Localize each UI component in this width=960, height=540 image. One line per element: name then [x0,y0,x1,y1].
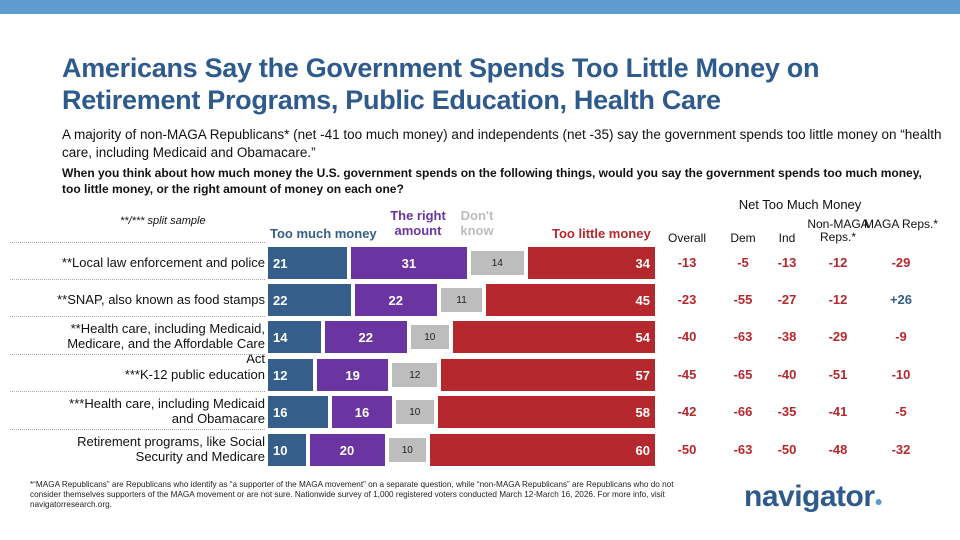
chart-row: **SNAP, also known as food stamps 22 22 11 4… [0,279,960,319]
chart-row: Retirement programs, like Social Securit… [0,429,960,469]
net-value: -27 [777,292,797,307]
net-value: -13 [777,255,797,270]
net-column-header: MAGA Reps.* [863,217,939,231]
net-value: -9 [895,329,907,344]
net-value: -29 [828,329,848,344]
bar-segment-right-amount: 19 [317,359,389,391]
net-column-header: Overall [667,231,706,245]
net-value: -40 [677,329,697,344]
chart-row: **Local law enforcement and police 21 31 14… [0,242,960,282]
net-value: -45 [677,367,697,382]
net-value: -42 [677,404,697,419]
net-value: -41 [828,404,848,419]
bar-segment-dont-know: 12 [392,363,438,387]
net-value: -66 [733,404,753,419]
row-divider [10,279,265,280]
net-value: -40 [777,367,797,382]
net-value: -63 [733,442,753,457]
net-value: -23 [677,292,697,307]
net-value: -35 [777,404,797,419]
bar-segment-right-amount: 31 [350,247,467,279]
net-value: -5 [737,255,749,270]
bar-segment-right-amount: 22 [354,284,437,316]
category-label: Retirement programs, like Social Securit… [77,434,265,464]
bar-segment-too-much: 10 [268,434,306,466]
bar-segment-right-amount: 20 [309,434,385,466]
category-label: **SNAP, also known as food stamps [57,292,265,307]
category-label: ***K-12 public education [124,367,265,382]
footnote: *“MAGA Republicans” are Republicans who … [30,480,674,509]
bar-segment-too-much: 22 [268,284,351,316]
net-value: -48 [828,442,848,457]
net-column-header: Ind [778,231,796,245]
bar-segment-too-little: 45 [486,284,655,316]
bar-segment-right-amount: 22 [324,321,407,353]
bar-segment-dont-know: 10 [388,438,426,462]
row-divider [10,316,265,317]
row-divider [10,242,265,243]
bar-segment-dont-know: 14 [471,251,524,275]
net-value: -38 [777,329,797,344]
bar-segment-too-much: 14 [268,321,321,353]
bar-segment-too-much: 16 [268,396,328,428]
chart-row: **Health care, including Medicaid, Medic… [0,316,960,366]
subtitle: A majority of non-MAGA Republicans* (net… [62,127,942,160]
category-label: ***Health care, including Medicaid and O… [69,396,265,426]
legend-too-little: Too little money [552,226,651,241]
bar-segment-too-little: 57 [441,359,655,391]
bar-segment-dont-know: 10 [411,325,449,349]
net-value: -13 [677,255,697,270]
net-value: -65 [733,367,753,382]
net-value: -50 [677,442,697,457]
net-value: -55 [733,292,753,307]
net-value: -50 [777,442,797,457]
bar-segment-too-little: 34 [527,247,655,279]
net-value: -32 [891,442,911,457]
chart-row: ***Health care, including Medicaid and O… [0,391,960,431]
bar-segment-too-little: 58 [437,396,655,428]
top-accent-bar [0,0,960,14]
bar-segment-right-amount: 16 [332,396,392,428]
survey-question: When you think about how much money the … [62,166,922,196]
net-value: +26 [889,292,913,307]
net-title: Net Too Much Money [738,197,862,212]
bar-segment-too-much: 21 [268,247,347,279]
chart-row: ***K-12 public education 12 19 12 57 -45 -65 -4… [0,354,960,394]
legend-dont-know: Don't know [460,208,494,238]
row-divider [10,354,265,355]
legend-right-amount: The right amount [390,208,446,238]
bar-segment-too-much: 12 [268,359,313,391]
category-label: **Local law enforcement and police [61,255,265,270]
net-value: -63 [733,329,753,344]
bar-segment-dont-know: 11 [441,288,483,312]
net-value: -12 [828,255,848,270]
navigator-logo: navigator● [744,480,883,513]
net-value: -12 [828,292,848,307]
row-divider [10,391,265,392]
bar-segment-too-little: 54 [452,321,655,353]
net-value: -29 [891,255,911,270]
net-value: -51 [828,367,848,382]
split-sample-note: **/*** split sample [120,215,206,227]
net-column-header: Non-MAGA Reps.* [807,217,869,244]
bar-segment-dont-know: 10 [396,400,434,424]
page-title: Americans Say the Government Spends Too … [62,53,820,115]
net-column-header: Dem [730,231,756,245]
row-divider [10,429,265,430]
bar-segment-too-little: 60 [430,434,655,466]
legend-too-much: Too much money [270,226,377,241]
net-value: -10 [891,367,911,382]
net-value: -5 [895,404,907,419]
